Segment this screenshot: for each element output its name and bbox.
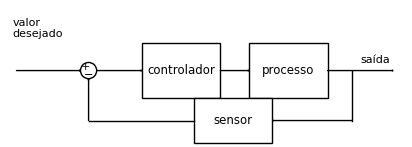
Text: −: − — [84, 70, 94, 80]
Text: controlador: controlador — [147, 64, 215, 77]
Ellipse shape — [80, 62, 97, 79]
Bar — [142, 43, 220, 98]
Text: valor
desejado: valor desejado — [12, 18, 63, 39]
Text: saída: saída — [360, 55, 390, 65]
Bar — [249, 43, 328, 98]
Bar — [194, 98, 272, 143]
Text: processo: processo — [262, 64, 315, 77]
Text: sensor: sensor — [213, 114, 252, 127]
Text: +: + — [81, 62, 90, 72]
